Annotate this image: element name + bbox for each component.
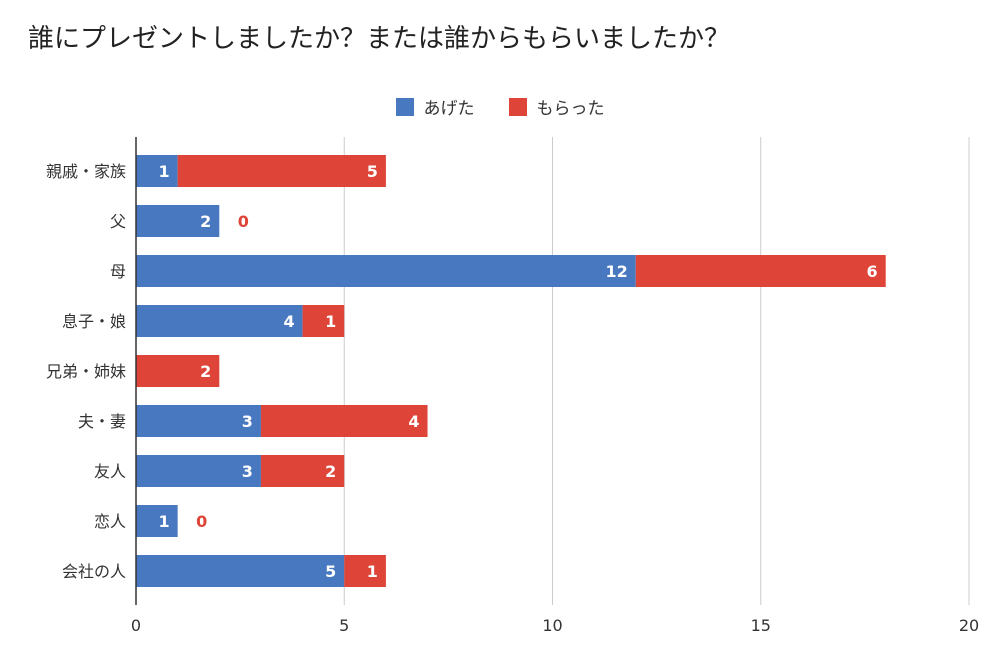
data-label-given: 3 bbox=[242, 462, 253, 481]
bar-given bbox=[136, 255, 636, 287]
data-label-given: 2 bbox=[200, 212, 211, 231]
x-tick-label: 0 bbox=[131, 616, 141, 635]
data-label-received: 2 bbox=[325, 462, 336, 481]
data-label-given: 1 bbox=[159, 512, 170, 531]
y-tick-label: 夫・妻 bbox=[78, 412, 126, 431]
bar-given bbox=[136, 405, 261, 437]
y-tick-label: 母 bbox=[110, 262, 126, 281]
legend-swatch-received bbox=[508, 97, 527, 116]
x-tick-label: 10 bbox=[542, 616, 562, 635]
bar-received bbox=[260, 405, 428, 437]
legend-item-received[interactable]: もらった bbox=[508, 94, 605, 119]
x-tick-label: 15 bbox=[751, 616, 771, 635]
data-label-received: 1 bbox=[325, 312, 336, 331]
data-label-received: 4 bbox=[408, 412, 419, 431]
bar-received bbox=[177, 155, 386, 187]
legend-label-received: もらった bbox=[536, 99, 605, 119]
bar-given bbox=[136, 505, 178, 537]
data-label-given: 3 bbox=[242, 412, 253, 431]
x-tick-label: 5 bbox=[339, 616, 349, 635]
y-tick-label: 友人 bbox=[94, 462, 126, 481]
y-tick-label: 恋人 bbox=[94, 512, 126, 531]
y-tick-label: 父 bbox=[110, 212, 126, 231]
bar-received bbox=[635, 255, 886, 287]
bar-given bbox=[136, 155, 178, 187]
legend-label-given: あげた bbox=[423, 99, 475, 119]
bar-received bbox=[136, 355, 220, 387]
bar-given bbox=[136, 305, 303, 337]
data-label-given: 12 bbox=[606, 262, 628, 281]
data-label-received: 0 bbox=[196, 512, 207, 531]
legend-item-given[interactable]: あげた bbox=[395, 94, 475, 119]
bar-received bbox=[302, 305, 345, 337]
bar-received bbox=[260, 455, 345, 487]
bar-given bbox=[136, 205, 220, 237]
y-tick-label: 親戚・家族 bbox=[46, 162, 126, 181]
data-label-given: 4 bbox=[283, 312, 294, 331]
y-tick-label: 息子・娘 bbox=[62, 312, 126, 331]
data-label-given: 5 bbox=[325, 562, 336, 581]
chart-title: 誰にプレゼントしましたか？または誰からもらいましたか？ bbox=[28, 24, 731, 54]
data-label-given: 1 bbox=[159, 162, 170, 181]
data-label-received: 0 bbox=[238, 212, 249, 231]
y-tick-label: 兄弟・姉妹 bbox=[46, 362, 126, 381]
data-label-received: 1 bbox=[367, 562, 378, 581]
y-tick-label: 会社の人 bbox=[62, 562, 126, 581]
data-label-received: 2 bbox=[200, 362, 211, 381]
bar-received bbox=[344, 555, 386, 587]
chart-legend: あげた もらった bbox=[0, 94, 1000, 119]
data-label-received: 5 bbox=[367, 162, 378, 181]
data-label-received: 6 bbox=[867, 262, 878, 281]
x-tick-label: 20 bbox=[959, 616, 979, 635]
bar-given bbox=[136, 555, 345, 587]
bar-given bbox=[136, 455, 261, 487]
legend-swatch-given bbox=[395, 97, 414, 116]
